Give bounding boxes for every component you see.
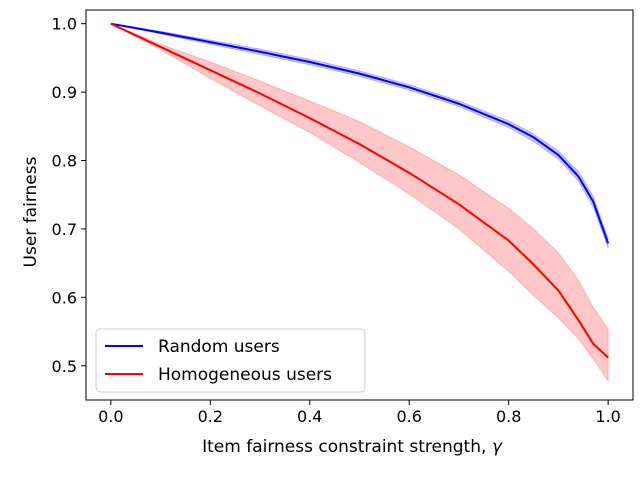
y-tick-label: 0.9: [52, 83, 77, 102]
y-tick-label: 1.0: [52, 15, 77, 34]
x-axis-label: Item fairness constraint strength, γ: [202, 437, 503, 457]
y-tick-label: 0.8: [52, 152, 77, 171]
homogeneous-users-band: [110, 23, 609, 383]
homogeneous-users-line: [110, 22, 609, 359]
legend-label: Homogeneous users: [158, 365, 332, 385]
x-tick-label: 1.0: [595, 407, 620, 426]
legend-box: [95, 328, 366, 393]
y-axis-ticks: 0.5 0.6 0.7 0.8 0.9 1.0: [52, 15, 86, 376]
series-lines: [110, 22, 610, 359]
x-tick-label: 0.8: [496, 407, 521, 426]
y-tick-label: 0.7: [52, 220, 77, 239]
y-tick-label: 0.5: [52, 357, 77, 376]
plot-frame: [85, 9, 634, 401]
confidence-bands: [110, 23, 609, 383]
legend-label: Random users: [158, 337, 280, 357]
x-tick-label: 0.4: [297, 407, 322, 426]
x-tick-label: 0.0: [98, 407, 123, 426]
y-tick-label: 0.6: [52, 288, 77, 307]
x-axis-ticks: 0.0 0.2 0.4 0.6 0.8 1.0: [98, 400, 621, 426]
y-axis-label: User fairness: [21, 156, 41, 267]
x-tick-label: 0.6: [397, 407, 422, 426]
random-users-line: [110, 22, 610, 244]
legend: Random users Homogeneous users: [95, 328, 366, 393]
x-tick-label: 0.2: [198, 407, 223, 426]
